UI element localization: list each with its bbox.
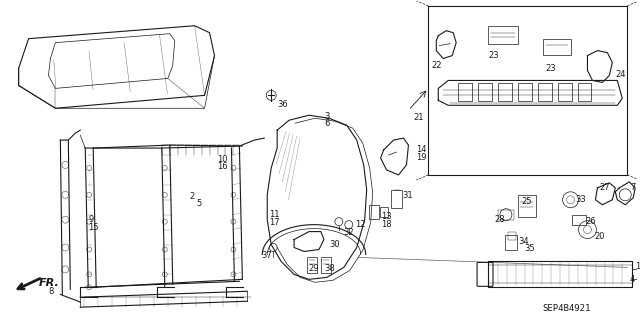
Text: 27: 27	[600, 183, 610, 192]
Text: 20: 20	[595, 232, 605, 241]
Text: 32: 32	[343, 228, 353, 237]
Text: 17: 17	[269, 218, 280, 227]
Text: 13: 13	[381, 212, 391, 221]
Bar	[557, 83, 572, 101]
Text: 26: 26	[586, 217, 596, 226]
Bar	[577, 83, 591, 101]
Bar	[518, 83, 532, 101]
Text: 11: 11	[269, 210, 280, 219]
Bar	[498, 210, 514, 220]
Text: 24: 24	[615, 70, 626, 79]
Text: 28: 28	[494, 215, 504, 224]
Bar	[380, 207, 388, 217]
Text: 38: 38	[324, 264, 335, 273]
Text: 18: 18	[381, 220, 391, 229]
Text: 1: 1	[636, 263, 640, 271]
Text: 36: 36	[277, 100, 288, 109]
Bar	[458, 83, 472, 101]
Bar	[505, 234, 517, 250]
Text: 7: 7	[630, 183, 636, 192]
Text: 25: 25	[522, 197, 532, 206]
Bar	[478, 83, 492, 101]
Text: 29: 29	[308, 264, 319, 273]
Text: 33: 33	[575, 195, 586, 204]
Text: 4: 4	[629, 275, 634, 284]
Text: 34: 34	[518, 237, 529, 246]
Text: 23: 23	[488, 51, 499, 60]
Text: 23: 23	[546, 63, 556, 72]
Text: SEP4B4921: SEP4B4921	[543, 304, 591, 313]
Bar	[508, 232, 516, 240]
Text: 3: 3	[324, 112, 330, 121]
Bar	[488, 26, 518, 44]
Bar	[518, 195, 536, 217]
Text: 35: 35	[524, 243, 534, 253]
Bar	[307, 257, 317, 273]
Text: 15: 15	[88, 223, 99, 232]
Bar	[498, 83, 512, 101]
Text: 10: 10	[218, 155, 228, 164]
Text: 14: 14	[417, 145, 427, 154]
Bar	[572, 215, 586, 225]
Bar	[321, 257, 331, 273]
Bar	[543, 39, 571, 55]
Text: 19: 19	[417, 153, 427, 162]
Text: 5: 5	[196, 199, 202, 208]
Text: 2: 2	[189, 192, 195, 201]
Text: 37: 37	[261, 251, 272, 261]
Text: 12: 12	[355, 220, 365, 229]
Text: 30: 30	[329, 240, 339, 249]
Text: 21: 21	[413, 113, 424, 122]
Text: 31: 31	[403, 191, 413, 200]
Bar	[538, 83, 552, 101]
Text: 9: 9	[88, 215, 93, 224]
Text: FR.: FR.	[38, 278, 60, 288]
Bar	[390, 190, 403, 208]
Text: 22: 22	[431, 61, 442, 70]
Text: 8: 8	[49, 287, 54, 296]
Text: 16: 16	[218, 162, 228, 171]
Bar	[369, 205, 379, 219]
Text: 6: 6	[324, 119, 330, 128]
